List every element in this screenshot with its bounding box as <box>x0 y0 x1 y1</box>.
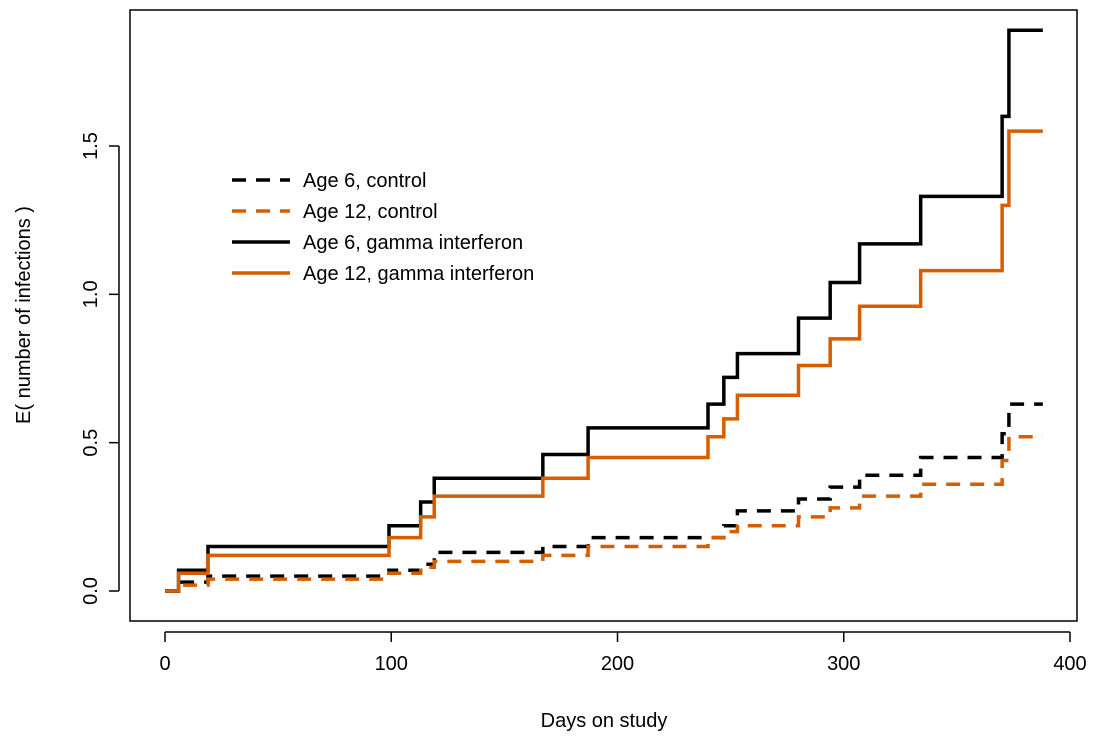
x-tick-label: 0 <box>159 653 170 675</box>
x-axis-label: Days on study <box>541 710 668 732</box>
y-axis-label: E( number of infections ) <box>13 206 35 424</box>
plot-frame <box>129 9 1078 622</box>
legend-label: Age 6, gamma interferon <box>303 232 523 254</box>
y-axis: 0.0 0.5 1.0 1.5 <box>80 132 120 605</box>
y-tick-label: 0.5 <box>80 429 102 457</box>
x-tick-label: 300 <box>827 653 860 675</box>
x-tick-label: 200 <box>601 653 634 675</box>
x-axis: 0 100 200 300 400 <box>159 631 1087 675</box>
y-tick-label: 0.0 <box>80 577 102 605</box>
series-line-2 <box>165 434 1043 593</box>
x-tick-label: 100 <box>375 653 408 675</box>
y-tick-label: 1.5 <box>80 132 102 160</box>
legend-label: Age 12, gamma interferon <box>303 263 534 285</box>
legend-label: Age 6, control <box>303 170 426 192</box>
legend: Age 6, control Age 12, control Age 6, gamm… <box>232 170 534 285</box>
legend-label: Age 12, control <box>303 201 438 223</box>
x-tick-label: 400 <box>1053 653 1086 675</box>
y-tick-label: 1.0 <box>80 280 102 308</box>
series-layer <box>165 28 1043 593</box>
series-line-3 <box>165 28 1043 593</box>
series-line-4 <box>165 129 1043 593</box>
